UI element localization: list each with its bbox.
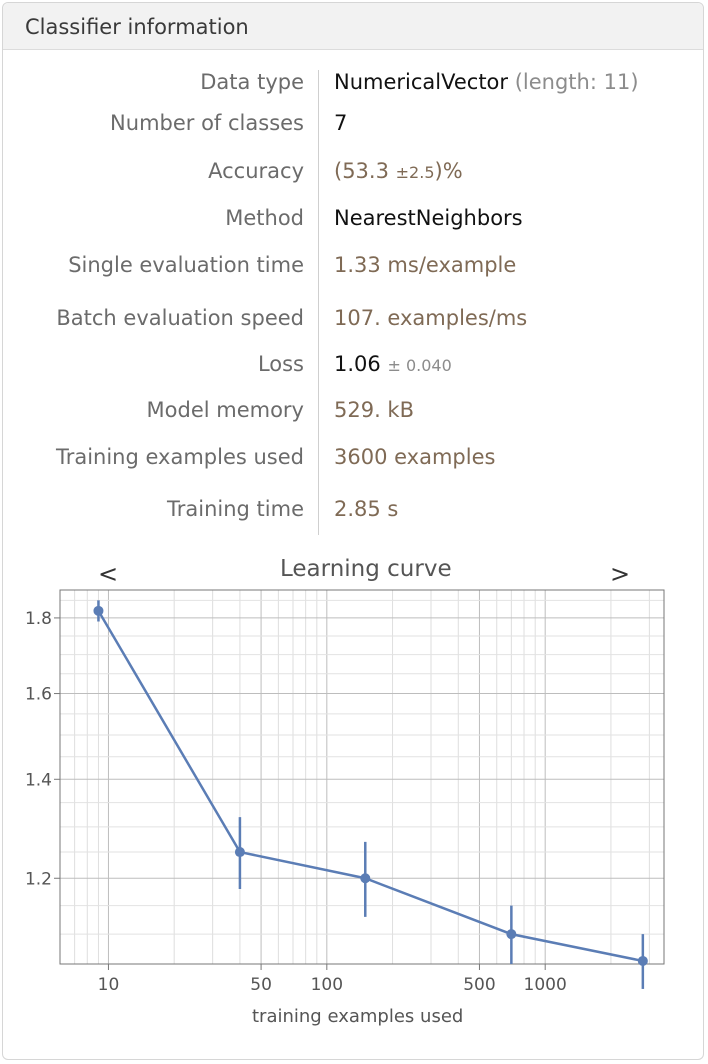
data-type-value: NumericalVector: [334, 70, 509, 94]
plot-frame: [59, 589, 665, 965]
data-point: [234, 847, 245, 858]
label-training-time: Training time: [167, 497, 304, 521]
value-single-eval-time: 1.33 ms/example: [334, 253, 517, 277]
y-tick-label: 1.4: [25, 770, 52, 790]
label-accuracy: Accuracy: [208, 159, 304, 183]
value-accuracy: (53.3 ±2.5)%: [334, 159, 463, 183]
data-point: [637, 955, 648, 966]
label-batch-eval-speed: Batch evaluation speed: [56, 306, 304, 330]
value-training-examples: 3600 examples: [334, 445, 496, 469]
y-tick-label: 1.6: [25, 685, 52, 705]
accuracy-pm: ±2.5: [395, 163, 435, 182]
label-model-memory: Model memory: [146, 398, 304, 422]
panel-header: Classifier information: [3, 3, 703, 50]
value-batch-eval-speed: 107. examples/ms: [334, 306, 528, 330]
accuracy-open: (53.3: [334, 159, 389, 183]
y-tick-label: 1.8: [25, 609, 52, 629]
label-method: Method: [225, 206, 304, 230]
label-data-type: Data type: [200, 70, 304, 94]
data-point: [93, 605, 104, 616]
label-training-examples: Training examples used: [55, 445, 304, 469]
prev-chart-button[interactable]: <: [98, 560, 119, 588]
x-axis-label: training examples used: [252, 1006, 464, 1027]
value-number-of-classes: 7: [334, 111, 348, 135]
value-training-time: 2.85 s: [334, 497, 399, 521]
value-method: NearestNeighbors: [334, 206, 523, 230]
x-tick-label: 500: [463, 975, 495, 995]
data-point: [506, 929, 517, 940]
value-model-memory: 529. kB: [334, 398, 415, 422]
x-tick-label: 10: [98, 975, 120, 995]
value-data-type: NumericalVector (length: 11): [334, 70, 639, 94]
data-type-length: (length: 11): [514, 70, 639, 94]
accuracy-close: )%: [434, 159, 463, 183]
chart-title: Learning curve: [280, 556, 452, 582]
panel-title: Classifier information: [25, 15, 249, 39]
x-tick-label: 50: [250, 975, 272, 995]
label-number-of-classes: Number of classes: [110, 111, 304, 135]
plot-area: [60, 590, 664, 964]
info-divider: [318, 70, 319, 535]
y-tick-label: 1.2: [25, 869, 52, 889]
loss-pm: ± 0.040: [387, 356, 452, 375]
label-loss: Loss: [257, 352, 304, 376]
value-loss: 1.06 ± 0.040: [334, 352, 452, 376]
label-single-eval-time: Single evaluation time: [68, 253, 304, 277]
x-tick-label: 100: [311, 975, 343, 995]
x-tick-label: 1000: [524, 975, 567, 995]
data-point: [360, 873, 371, 884]
loss-value: 1.06: [334, 352, 381, 376]
next-chart-button[interactable]: >: [610, 560, 631, 588]
